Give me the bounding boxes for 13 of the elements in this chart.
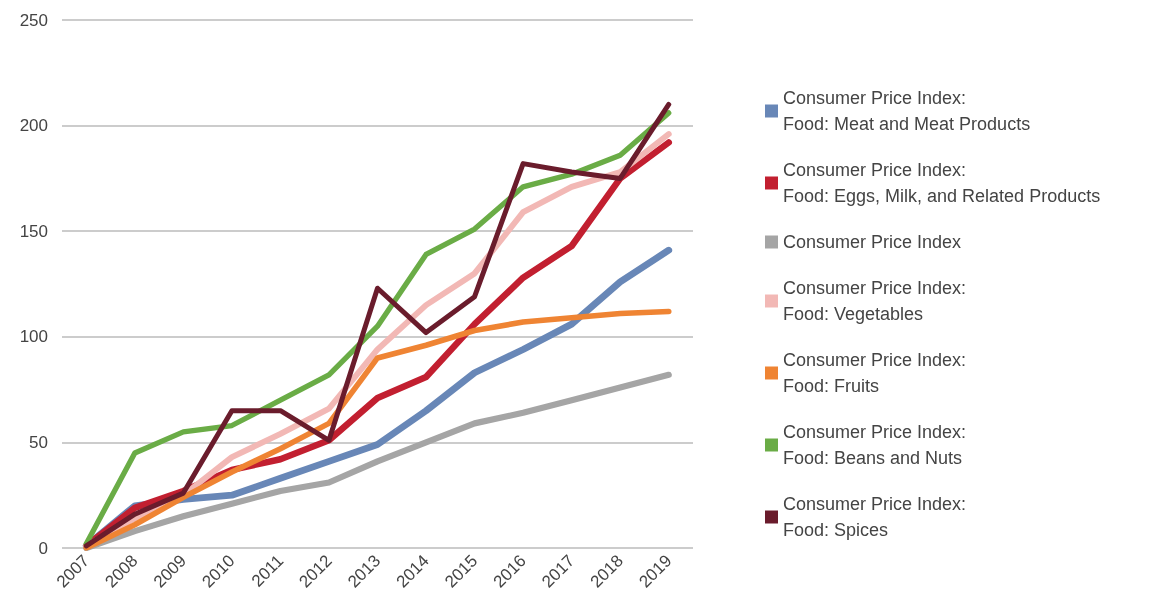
y-tick-label: 0 [38, 538, 48, 558]
legend-label: Consumer Price Index: Food: Vegetables [783, 278, 967, 324]
legend-label: Consumer Price Index: Food: Eggs, Milk, and Related Products [783, 160, 1101, 206]
y-tick-label: 100 [19, 327, 48, 347]
y-tick-label: 150 [19, 221, 48, 241]
legend-label: Consumer Price Index: Food: Beans and Nuts [783, 422, 967, 468]
legend-label: Consumer Price Index: Food: Fruits [783, 350, 967, 396]
legend-label: Consumer Price Index [783, 232, 962, 252]
legend-label: Consumer Price Index: Food: Spices [783, 494, 967, 540]
y-tick-label: 200 [19, 116, 48, 136]
legend-label: Consumer Price Index: Food: Meat and Meat Products [783, 88, 1031, 134]
y-tick-label: 250 [19, 10, 48, 30]
y-tick-label: 50 [29, 432, 48, 452]
